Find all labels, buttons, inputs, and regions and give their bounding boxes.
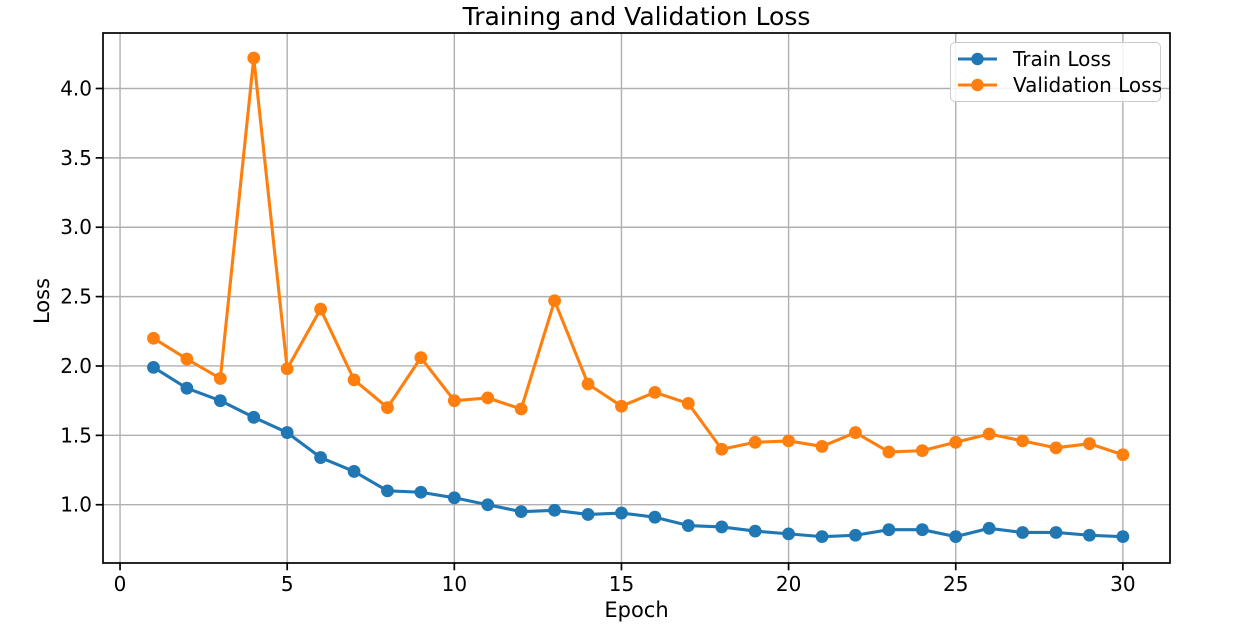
- data-point-validation-loss: [782, 434, 795, 448]
- y-tick-label: 1.5: [60, 423, 92, 447]
- data-point-train-loss: [514, 505, 528, 519]
- data-point-train-loss: [280, 426, 294, 439]
- data-point-train-loss: [882, 523, 896, 537]
- data-point-train-loss: [815, 530, 829, 544]
- data-point-validation-loss: [949, 435, 963, 449]
- data-point-train-loss: [748, 524, 762, 538]
- data-point-train-loss: [782, 527, 795, 541]
- x-tick-label: 5: [281, 572, 294, 596]
- data-point-validation-loss: [815, 440, 829, 453]
- data-point-train-loss: [849, 528, 862, 542]
- data-point-validation-loss: [1083, 437, 1096, 451]
- data-point-train-loss: [1116, 530, 1130, 544]
- y-tick-label: 3.0: [60, 215, 92, 239]
- data-point-validation-loss: [180, 352, 194, 366]
- data-point-train-loss: [247, 410, 261, 424]
- data-point-validation-loss: [414, 351, 428, 365]
- data-point-validation-loss: [514, 402, 528, 416]
- data-point-validation-loss: [381, 401, 394, 415]
- data-point-validation-loss: [648, 385, 662, 399]
- data-point-train-loss: [715, 520, 729, 534]
- data-point-train-loss: [1049, 526, 1063, 539]
- chart-title: Training and Validation Loss: [462, 2, 811, 31]
- y-tick-label: 3.5: [60, 146, 92, 170]
- data-point-validation-loss: [748, 435, 762, 449]
- data-point-train-loss: [1083, 528, 1096, 542]
- x-tick-label: 15: [609, 572, 634, 596]
- legend: Train Loss Validation Loss: [950, 42, 1162, 102]
- legend-item-validation-loss: Validation Loss: [957, 72, 1162, 98]
- axes-spines: [102, 32, 1171, 564]
- data-point-validation-loss: [314, 302, 328, 316]
- data-point-validation-loss: [481, 391, 495, 405]
- data-point-train-loss: [347, 465, 361, 478]
- x-tick-label: 30: [1110, 572, 1135, 596]
- data-point-validation-loss: [1016, 434, 1029, 448]
- data-point-validation-loss: [213, 372, 227, 385]
- legend-item-train-loss: Train Loss: [957, 46, 1154, 72]
- data-point-train-loss: [447, 491, 461, 505]
- data-point-train-loss: [381, 484, 394, 498]
- data-point-train-loss: [213, 394, 227, 408]
- data-point-validation-loss: [882, 445, 896, 459]
- x-tick-label: 25: [943, 572, 968, 596]
- y-tick-label: 2.0: [60, 354, 92, 378]
- data-point-validation-loss: [147, 331, 160, 345]
- data-point-train-loss: [1016, 526, 1029, 539]
- data-point-validation-loss: [247, 51, 261, 65]
- validation-loss-line-swatch: [958, 79, 997, 92]
- data-point-validation-loss: [447, 394, 461, 408]
- data-point-validation-loss: [615, 399, 628, 413]
- data-point-validation-loss: [982, 427, 996, 441]
- y-tick-label: 2.5: [60, 285, 92, 309]
- y-tick-label: 1.0: [60, 493, 92, 517]
- data-point-train-loss: [548, 503, 561, 517]
- data-point-train-loss: [180, 381, 194, 395]
- data-point-train-loss: [147, 360, 160, 374]
- data-point-validation-loss: [715, 442, 729, 456]
- data-point-train-loss: [915, 523, 929, 537]
- data-point-train-loss: [982, 521, 996, 535]
- data-point-validation-loss: [849, 426, 862, 439]
- x-tick-label: 0: [114, 572, 127, 596]
- series-line-validation-loss: [151, 56, 1125, 457]
- data-point-validation-loss: [581, 377, 595, 391]
- x-tick-label: 20: [776, 572, 801, 596]
- data-point-validation-loss: [548, 294, 561, 308]
- data-point-validation-loss: [681, 397, 695, 410]
- data-point-validation-loss: [915, 444, 929, 458]
- data-point-train-loss: [581, 508, 595, 521]
- data-point-train-loss: [615, 506, 628, 520]
- data-point-train-loss: [648, 510, 662, 524]
- y-tick-label: 4.0: [60, 76, 92, 100]
- x-axis-label: Epoch: [604, 598, 669, 622]
- data-point-train-loss: [949, 530, 963, 544]
- data-point-validation-loss: [280, 362, 294, 376]
- train-loss-line-swatch: [958, 52, 997, 65]
- legend-label-validation-loss: Validation Loss: [1013, 73, 1162, 98]
- data-point-train-loss: [681, 519, 695, 532]
- data-point-validation-loss: [1049, 441, 1063, 455]
- series-line-train-loss: [151, 365, 1125, 539]
- legend-label-train-loss: Train Loss: [1013, 46, 1112, 71]
- data-point-train-loss: [414, 485, 428, 499]
- data-point-validation-loss: [1116, 448, 1130, 462]
- x-tick-label: 10: [442, 572, 467, 596]
- data-point-train-loss: [314, 451, 328, 464]
- data-point-validation-loss: [347, 373, 361, 387]
- data-point-train-loss: [481, 498, 495, 512]
